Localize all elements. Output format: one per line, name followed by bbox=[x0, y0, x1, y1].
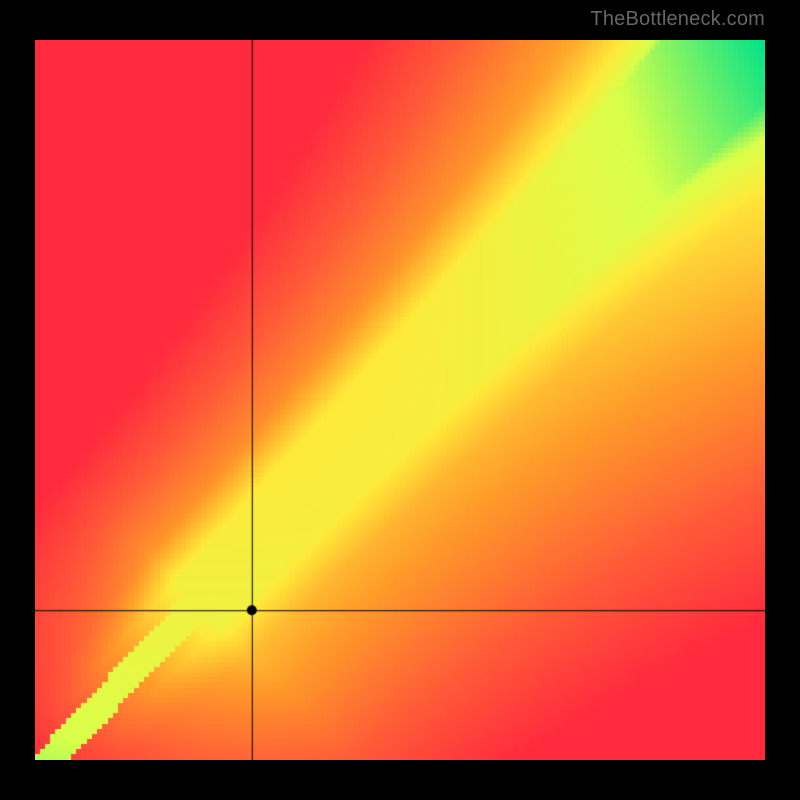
bottleneck-heatmap bbox=[35, 40, 765, 760]
chart-frame: TheBottleneck.com bbox=[0, 0, 800, 800]
watermark-text: TheBottleneck.com bbox=[590, 8, 765, 31]
